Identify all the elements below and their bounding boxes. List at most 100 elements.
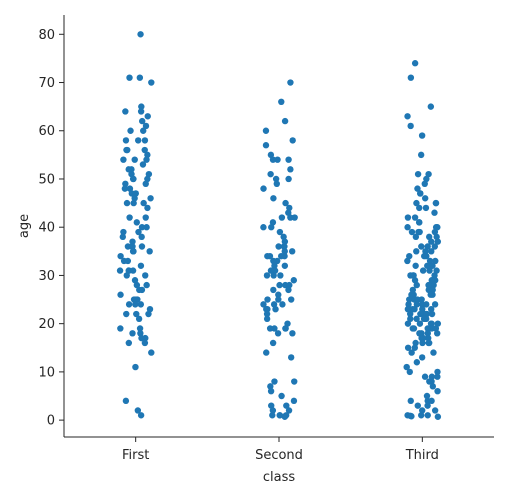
data-point xyxy=(414,170,422,178)
data-point xyxy=(428,373,436,380)
data-point xyxy=(432,325,440,332)
data-point xyxy=(142,272,149,279)
data-point xyxy=(417,190,424,197)
data-point xyxy=(139,161,147,168)
data-point xyxy=(426,267,433,274)
data-point xyxy=(264,305,271,313)
data-point xyxy=(283,402,290,409)
data-point xyxy=(287,166,294,173)
data-point xyxy=(263,310,271,318)
data-point xyxy=(419,339,426,347)
data-point xyxy=(431,243,438,250)
data-point xyxy=(117,325,124,332)
data-point xyxy=(419,267,427,274)
data-point xyxy=(131,156,138,163)
data-point xyxy=(404,320,412,327)
data-point xyxy=(267,267,275,274)
data-point xyxy=(415,219,423,226)
data-point xyxy=(426,378,433,385)
data-point xyxy=(146,305,154,313)
data-point xyxy=(434,373,441,380)
data-point xyxy=(423,175,430,183)
data-point xyxy=(431,209,438,216)
data-point xyxy=(418,296,425,303)
data-points xyxy=(116,31,442,420)
data-point xyxy=(404,113,411,120)
data-point xyxy=(142,214,149,221)
x-tick-label: Third xyxy=(405,448,439,463)
data-point xyxy=(290,397,298,405)
data-point xyxy=(268,224,275,231)
data-point xyxy=(126,214,133,221)
data-point xyxy=(407,74,415,81)
data-point xyxy=(420,334,427,342)
data-point xyxy=(415,228,422,236)
data-point xyxy=(412,339,419,347)
data-point xyxy=(428,277,435,284)
data-point xyxy=(132,301,139,308)
data-point xyxy=(117,291,124,298)
y-axis-label: age xyxy=(17,214,32,238)
data-point xyxy=(285,407,293,414)
data-point xyxy=(123,199,131,207)
data-point xyxy=(129,238,136,245)
data-point xyxy=(427,103,435,110)
data-point xyxy=(427,291,434,298)
data-point xyxy=(411,214,419,221)
data-point xyxy=(404,224,411,231)
data-point xyxy=(425,281,432,289)
data-point xyxy=(267,170,274,178)
data-point xyxy=(271,378,278,385)
data-point xyxy=(276,228,284,236)
data-point xyxy=(434,413,442,420)
y-tick-label: 50 xyxy=(38,172,55,187)
data-point xyxy=(144,151,151,159)
data-point xyxy=(278,98,285,106)
data-point xyxy=(131,277,139,284)
data-point xyxy=(270,286,277,294)
data-point xyxy=(430,349,437,356)
data-point xyxy=(269,156,277,163)
x-axis-label: class xyxy=(263,470,295,485)
data-point xyxy=(125,166,132,173)
data-point xyxy=(135,228,142,236)
data-point xyxy=(416,204,423,212)
data-point xyxy=(418,412,425,419)
data-point xyxy=(269,339,277,347)
data-point xyxy=(142,122,150,130)
data-point xyxy=(266,325,274,332)
data-point xyxy=(146,248,153,255)
data-point xyxy=(413,315,420,323)
data-point xyxy=(267,151,275,159)
data-point xyxy=(425,233,433,241)
data-point xyxy=(270,301,278,308)
data-point xyxy=(275,296,282,303)
x-tick-label: Second xyxy=(255,448,303,463)
data-point xyxy=(263,272,271,279)
data-point xyxy=(418,243,425,250)
data-point xyxy=(133,281,141,289)
data-point xyxy=(417,151,425,159)
data-point xyxy=(284,320,291,327)
data-point xyxy=(281,238,289,245)
data-point xyxy=(428,397,435,405)
data-point xyxy=(413,248,420,255)
data-point xyxy=(123,146,130,154)
data-point xyxy=(141,339,149,347)
data-point xyxy=(407,315,414,323)
data-point xyxy=(408,349,415,356)
data-point xyxy=(126,185,134,192)
data-point xyxy=(404,257,411,265)
data-point xyxy=(412,262,419,269)
data-point xyxy=(418,132,426,139)
data-point xyxy=(281,248,288,255)
data-point xyxy=(433,233,440,241)
data-point xyxy=(148,79,155,86)
data-point xyxy=(143,156,150,163)
data-point xyxy=(134,407,142,414)
data-point xyxy=(288,296,295,303)
data-point xyxy=(278,214,286,221)
data-point xyxy=(419,407,426,414)
data-point xyxy=(147,195,154,202)
data-point xyxy=(145,170,153,178)
